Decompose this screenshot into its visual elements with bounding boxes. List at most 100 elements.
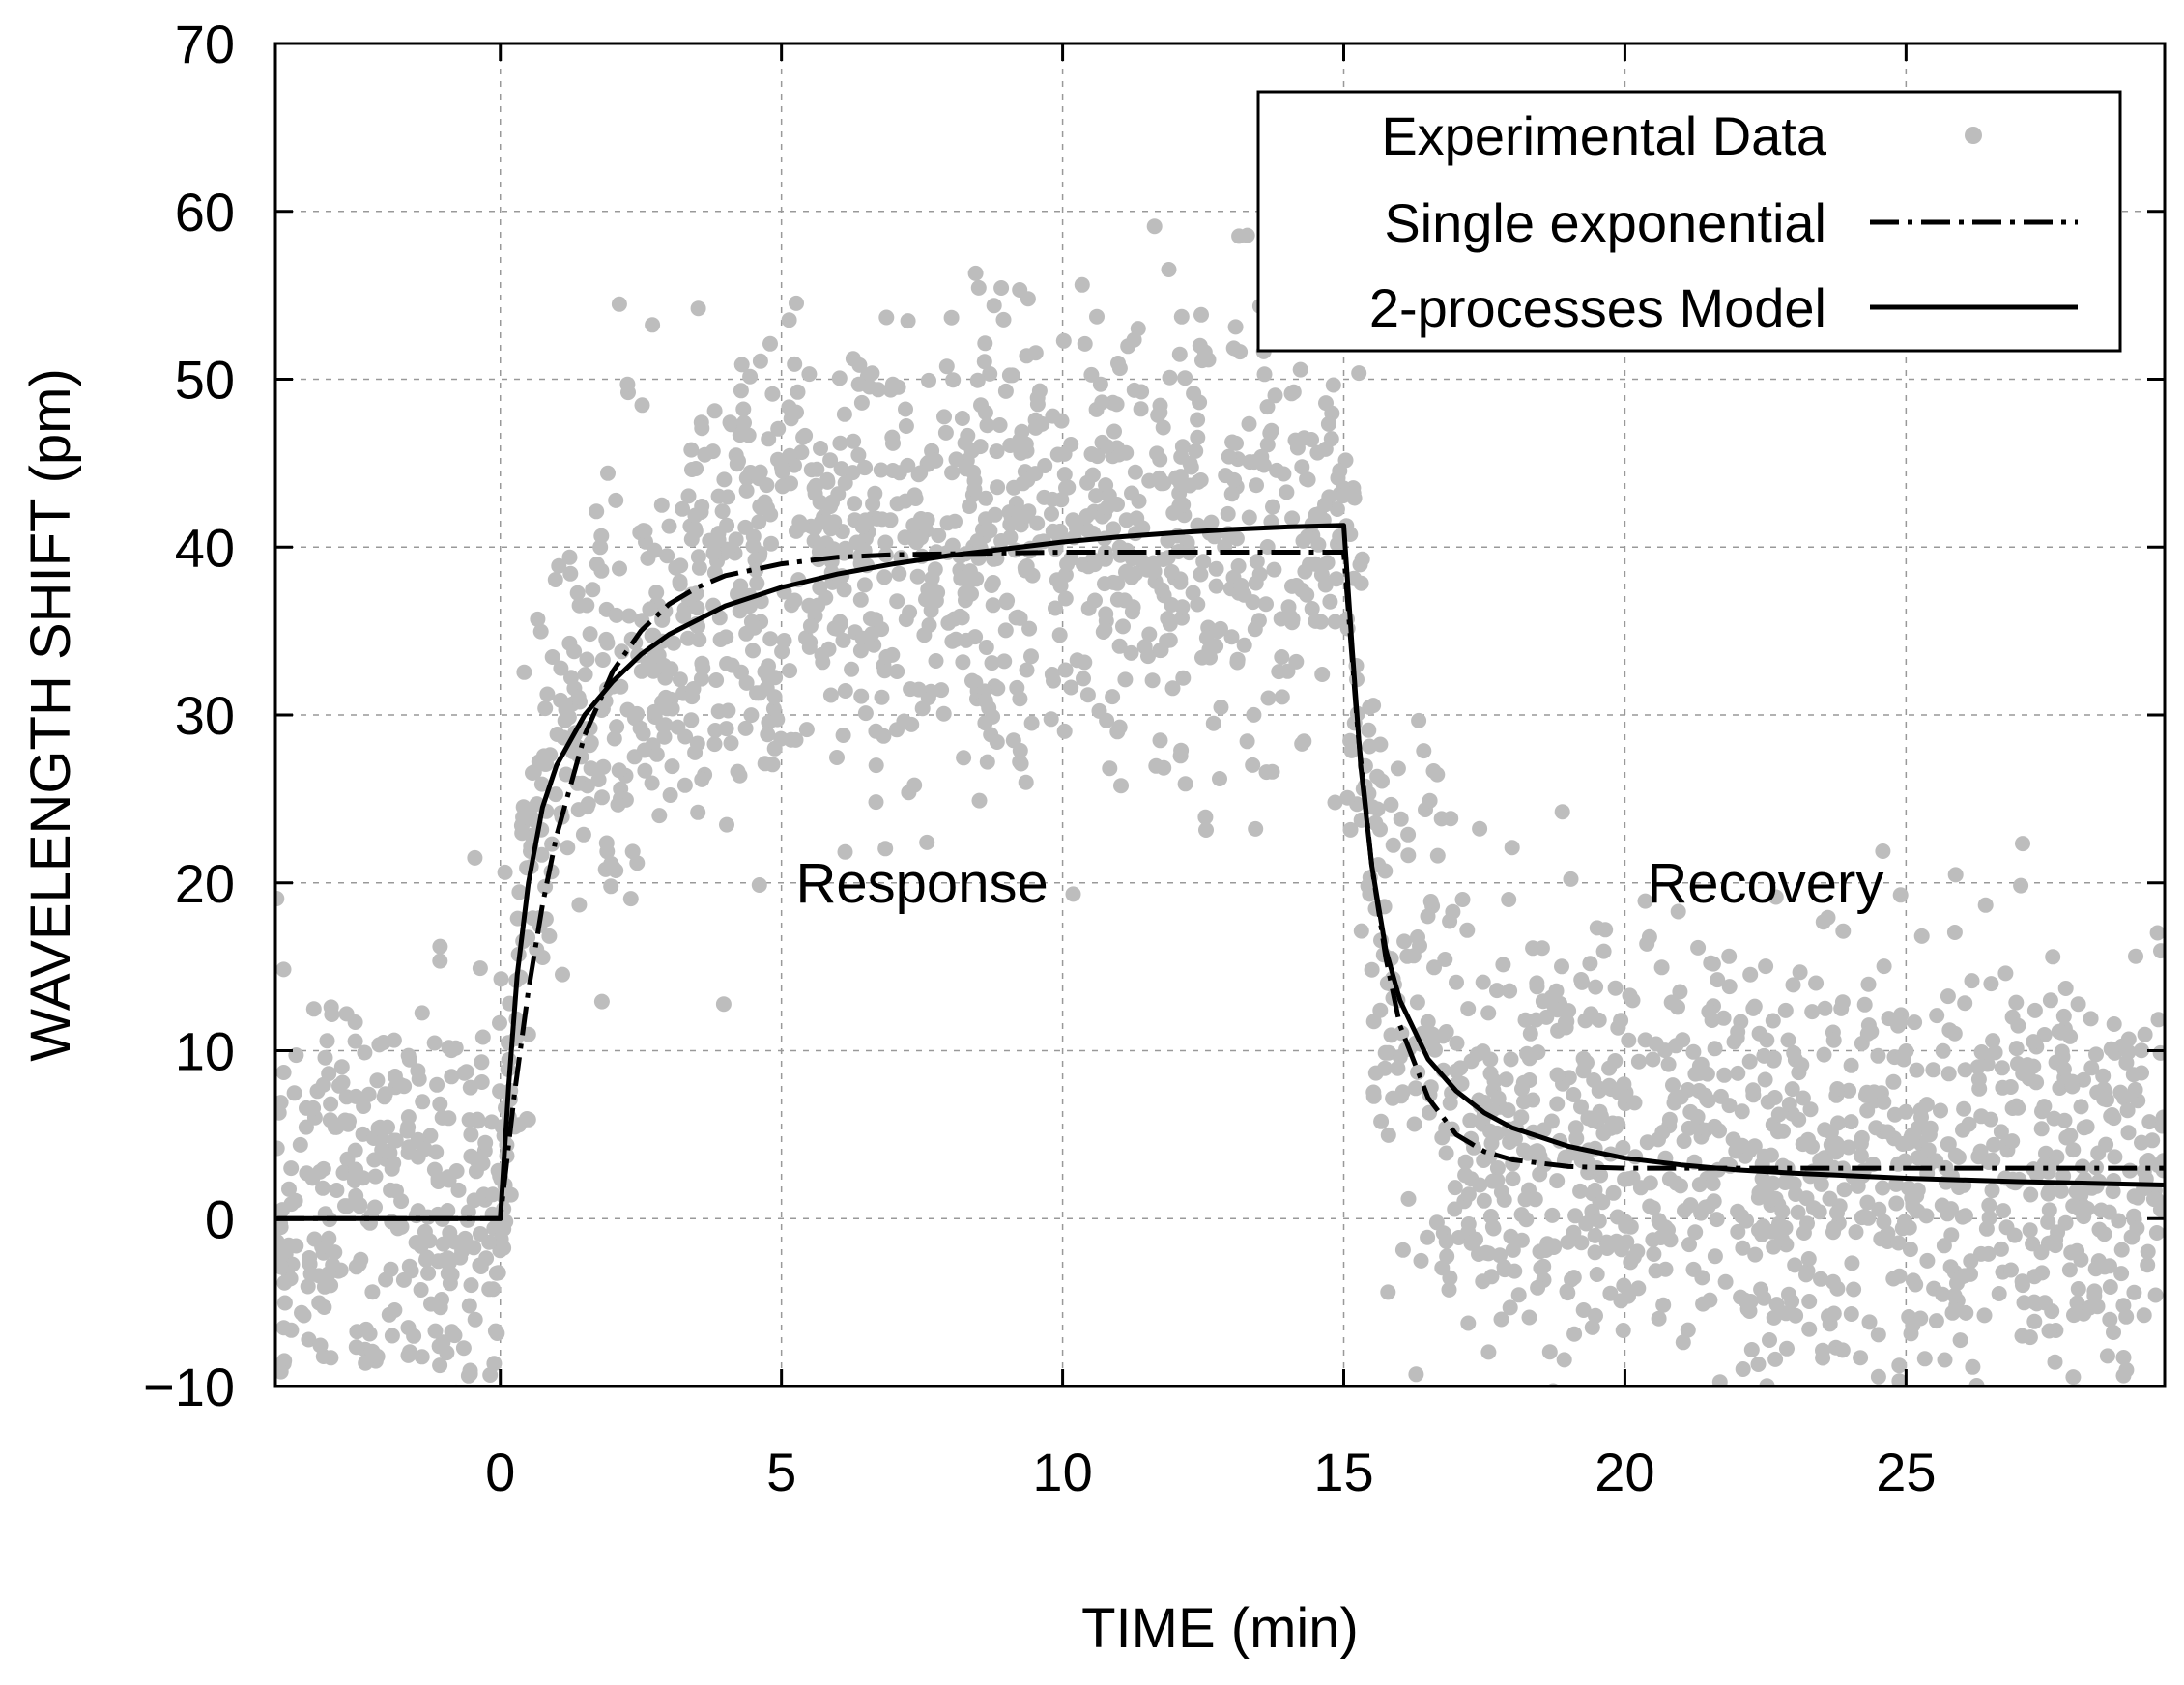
data-point <box>683 531 700 548</box>
data-point <box>884 646 901 663</box>
data-point <box>1273 611 1289 627</box>
data-point <box>1489 983 1505 999</box>
data-point <box>876 728 892 744</box>
data-point <box>845 351 861 367</box>
data-point <box>1675 1334 1691 1351</box>
data-point <box>1534 940 1550 957</box>
data-point <box>1174 439 1191 455</box>
data-point <box>1918 1208 1935 1224</box>
data-point <box>496 1240 512 1256</box>
data-point <box>1709 1212 1725 1228</box>
data-point <box>1870 1047 1886 1064</box>
data-point <box>341 1113 357 1129</box>
data-point <box>1751 1025 1767 1042</box>
data-point <box>2106 1016 2122 1032</box>
data-point <box>1265 499 1280 515</box>
data-point <box>2060 1438 2076 1453</box>
data-point <box>422 1128 439 1144</box>
data-point <box>761 431 777 447</box>
data-point <box>891 565 907 582</box>
data-point <box>1126 382 1142 398</box>
data-point <box>1063 551 1079 567</box>
data-point <box>1784 1293 1800 1309</box>
data-point <box>450 1182 467 1198</box>
data-point <box>737 720 754 736</box>
data-point <box>364 1284 381 1300</box>
data-point <box>1111 638 1128 654</box>
data-point <box>647 542 663 558</box>
data-point <box>1613 1242 1629 1258</box>
data-point <box>1227 319 1244 335</box>
data-point <box>544 649 560 665</box>
data-point <box>2055 1168 2072 1185</box>
data-point <box>1657 1261 1674 1277</box>
data-point <box>367 1199 383 1215</box>
data-point <box>1758 958 1774 975</box>
data-point <box>1019 348 1035 364</box>
data-point <box>1717 1273 1734 1290</box>
data-point <box>977 693 993 709</box>
data-point <box>874 689 890 705</box>
data-point <box>1229 654 1246 671</box>
data-point <box>760 727 776 743</box>
data-point <box>1561 1070 1577 1086</box>
data-point <box>2102 1279 2118 1295</box>
data-point <box>1957 1062 1973 1078</box>
data-point <box>947 513 963 529</box>
data-point <box>1221 448 1237 465</box>
data-point <box>544 836 560 852</box>
data-point <box>1118 444 1135 461</box>
data-point <box>1151 470 1167 486</box>
data-point <box>429 1076 445 1093</box>
data-point <box>2057 1214 2074 1231</box>
data-point <box>1952 1332 1968 1349</box>
data-point <box>673 557 689 574</box>
data-point <box>611 762 627 779</box>
data-point <box>417 1141 433 1157</box>
data-point <box>2044 1303 2060 1320</box>
data-point <box>898 418 914 434</box>
data-point <box>837 843 853 860</box>
data-point <box>530 611 546 627</box>
data-point <box>1957 995 1973 1012</box>
data-point <box>759 680 775 697</box>
data-point <box>396 1078 413 1095</box>
data-point <box>1105 689 1121 705</box>
data-point <box>446 1328 463 1344</box>
data-point <box>2140 1257 2156 1273</box>
data-point <box>1745 1000 1762 1016</box>
data-point <box>1193 566 1209 583</box>
data-point <box>1288 653 1305 670</box>
data-point <box>312 1337 329 1354</box>
data-point <box>594 789 610 806</box>
data-point <box>1956 1100 1972 1117</box>
data-point <box>1074 276 1090 293</box>
data-point <box>903 681 919 698</box>
data-point <box>1750 1357 1767 1372</box>
data-point <box>1279 484 1295 500</box>
data-point <box>704 443 721 460</box>
data-point <box>606 730 622 747</box>
data-point <box>1253 448 1270 465</box>
data-point <box>275 1259 289 1275</box>
data-point <box>1313 566 1330 583</box>
data-point <box>1318 395 1334 412</box>
data-point <box>1239 733 1255 750</box>
data-point <box>971 792 988 809</box>
data-point <box>463 1277 479 1294</box>
data-point <box>315 1180 330 1196</box>
data-point <box>1353 923 1369 939</box>
data-point <box>472 1257 488 1273</box>
data-point <box>1327 614 1343 630</box>
data-point <box>1462 1112 1479 1128</box>
data-point <box>589 503 605 520</box>
data-point <box>1829 1205 1845 1221</box>
data-point <box>708 672 725 688</box>
data-point <box>733 383 749 399</box>
data-point <box>2070 1200 2086 1216</box>
data-point <box>1212 771 1227 786</box>
data-point <box>733 357 750 373</box>
data-point <box>1554 804 1570 820</box>
data-point <box>1802 1101 1819 1118</box>
data-point <box>355 1170 371 1186</box>
